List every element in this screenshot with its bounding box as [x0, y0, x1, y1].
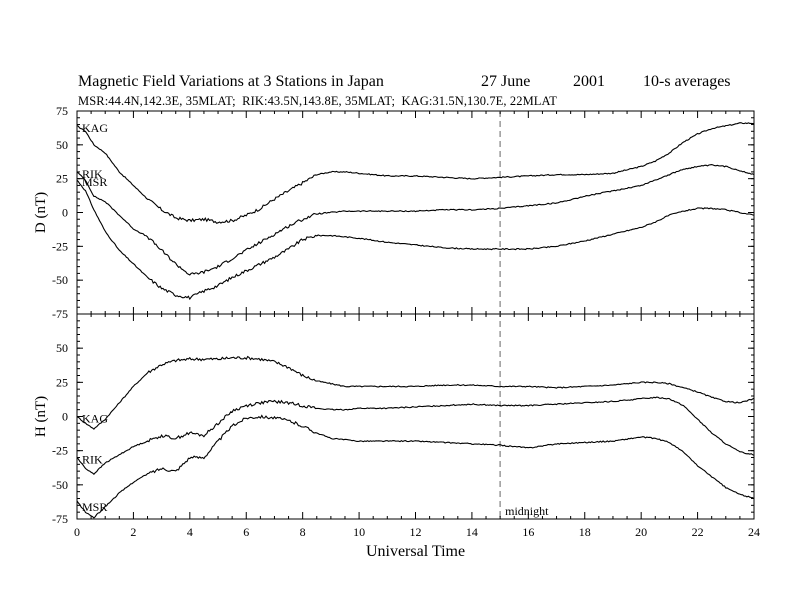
y-tick-label-bottom: 50	[56, 341, 68, 355]
x-axis-label: Universal Time	[366, 543, 465, 560]
y-tick-label-bottom: -75	[52, 512, 68, 526]
series-label-bottom-msr: MSR	[82, 500, 107, 514]
y-axis-label-top: D (nT)	[33, 192, 49, 233]
y-tick-label-top: 25	[56, 172, 68, 186]
y-tick-label-bottom: 0	[62, 410, 68, 424]
y-tick-label-top: -75	[52, 307, 68, 321]
chart-title: Magnetic Field Variations at 3 Stations …	[78, 73, 384, 90]
y-tick-label-top: -50	[52, 273, 68, 287]
chart-averaging: 10-s averages	[643, 73, 731, 90]
series-line-top-rik	[76, 164, 755, 276]
panel-frame-bottom	[76, 313, 755, 520]
x-tick-label: 14	[466, 525, 478, 539]
series-line-top-msr	[76, 179, 755, 301]
x-tick-label: 8	[300, 525, 306, 539]
y-tick-label-top: -25	[52, 239, 68, 253]
series-line-bottom-rik	[76, 396, 755, 475]
series-label-top-kag: KAG	[82, 121, 108, 135]
x-tick-label: 12	[410, 525, 422, 539]
series-label-top-rik: RIK	[82, 167, 103, 181]
y-tick-label-top: 75	[56, 104, 68, 118]
x-tick-label: 24	[748, 525, 760, 539]
y-tick-label-top: 50	[56, 138, 68, 152]
y-tick-label-top: 0	[62, 206, 68, 220]
series-label-top-msr: MSR	[82, 175, 107, 189]
x-tick-label: 20	[635, 525, 647, 539]
midnight-annotation: midnight	[505, 504, 549, 518]
series-line-bottom-msr	[76, 414, 755, 519]
x-tick-label: 10	[353, 525, 365, 539]
station-coordinates: MSR:44.4N,142.3E, 35MLAT; RIK:43.5N,143.…	[78, 94, 557, 108]
series-line-bottom-kag	[76, 355, 755, 430]
y-tick-label-bottom: -25	[52, 444, 68, 458]
series-label-bottom-rik: RIK	[82, 453, 103, 467]
x-tick-label: 0	[74, 525, 80, 539]
x-tick-label: 16	[522, 525, 534, 539]
chart-date: 27 June	[481, 73, 531, 90]
panel-frame-top	[76, 110, 755, 315]
y-axis-label-bottom: H (nT)	[33, 396, 49, 437]
y-tick-label-bottom: -50	[52, 478, 68, 492]
y-tick-label-bottom: 25	[56, 375, 68, 389]
x-tick-label: 22	[692, 525, 704, 539]
x-tick-label: 4	[187, 525, 193, 539]
chart-year: 2001	[573, 73, 605, 90]
series-line-top-kag	[76, 122, 755, 224]
x-tick-label: 6	[243, 525, 249, 539]
x-tick-label: 2	[130, 525, 136, 539]
x-tick-label: 18	[579, 525, 591, 539]
series-label-bottom-kag: KAG	[82, 412, 108, 426]
